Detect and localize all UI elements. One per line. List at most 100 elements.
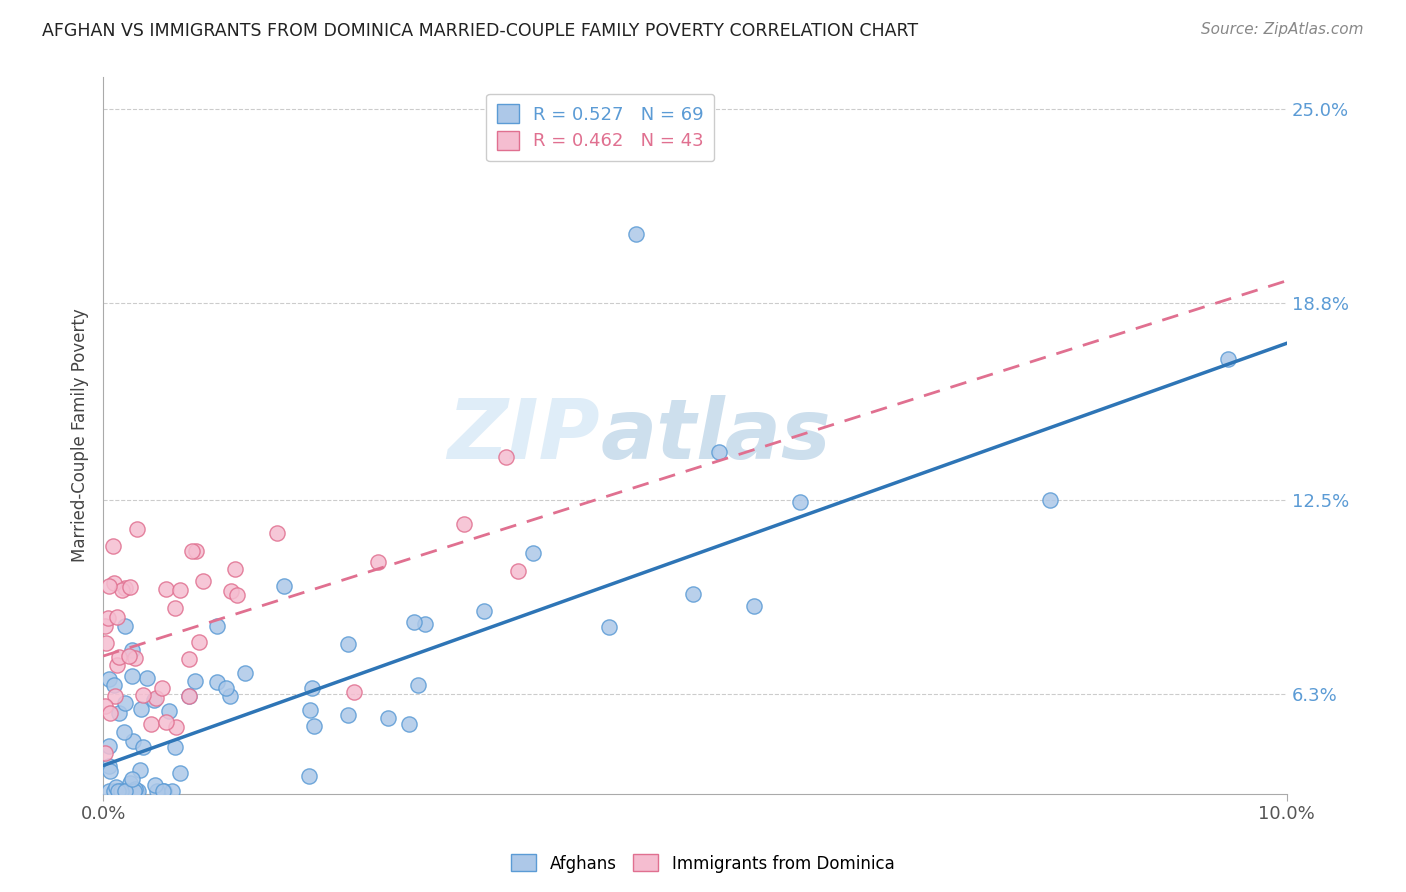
Point (103, 678, 125, 692)
Text: ZIP: ZIP (447, 395, 600, 476)
Point (152, 783, 174, 797)
Point (415, 617, 437, 632)
Point (121, 643, 143, 657)
Point (132, 688, 155, 702)
Text: atlas: atlas (600, 395, 831, 476)
Point (104, 780, 127, 794)
Point (112, 725, 135, 739)
Point (367, 555, 389, 569)
Point (98, 579, 121, 593)
Point (226, 588, 249, 602)
Point (377, 710, 399, 724)
Point (298, 703, 321, 717)
Point (105, 609, 128, 624)
Point (103, 575, 125, 590)
Point (142, 692, 165, 706)
Point (522, 546, 544, 560)
Point (163, 600, 186, 615)
Point (125, 522, 148, 536)
Point (125, 783, 148, 797)
Point (124, 782, 146, 797)
Point (181, 544, 204, 558)
Point (453, 517, 475, 532)
Point (337, 637, 360, 651)
Point (219, 584, 242, 599)
Point (179, 689, 201, 703)
Y-axis label: Married-Couple Family Poverty: Married-Couple Family Poverty (72, 309, 89, 563)
Point (94, 699, 117, 714)
Point (146, 783, 169, 797)
Point (129, 702, 152, 716)
Point (135, 671, 157, 685)
Point (114, 619, 136, 633)
Point (103, 783, 125, 797)
Point (139, 717, 162, 731)
Point (145, 690, 167, 705)
Point (107, 657, 129, 672)
Point (94, 636, 117, 650)
Point (107, 783, 129, 797)
Legend: R = 0.527   N = 69, R = 0.462   N = 43: R = 0.527 N = 69, R = 0.462 N = 43 (486, 94, 714, 161)
Point (184, 544, 207, 558)
Point (1039, 492, 1062, 507)
Point (132, 739, 155, 754)
Point (120, 580, 142, 594)
Point (124, 651, 146, 665)
Point (110, 783, 132, 797)
Point (266, 525, 288, 540)
Point (177, 652, 200, 666)
Point (169, 766, 191, 780)
Point (118, 648, 141, 663)
Point (98, 672, 121, 686)
Point (404, 615, 426, 629)
Point (224, 561, 246, 575)
Text: Source: ZipAtlas.com: Source: ZipAtlas.com (1201, 22, 1364, 37)
Point (94, 746, 117, 760)
Point (169, 582, 191, 597)
Point (193, 574, 215, 588)
Point (98, 739, 121, 753)
Point (157, 704, 180, 718)
Text: AFGHAN VS IMMIGRANTS FROM DOMINICA MARRIED-COUPLE FAMILY POVERTY CORRELATION CHA: AFGHAN VS IMMIGRANTS FROM DOMINICA MARRI… (42, 22, 918, 40)
Point (742, 599, 765, 614)
Point (122, 783, 145, 797)
Point (1216, 351, 1239, 366)
Point (188, 634, 211, 648)
Point (114, 696, 136, 710)
Point (98, 783, 121, 797)
Point (218, 689, 240, 703)
Point (108, 706, 131, 721)
Point (624, 227, 647, 241)
Point (104, 689, 127, 703)
Point (177, 689, 200, 703)
Point (155, 714, 177, 729)
Point (336, 707, 359, 722)
Point (97, 611, 120, 625)
Point (709, 445, 731, 459)
Point (125, 783, 148, 797)
Point (98, 759, 121, 773)
Point (301, 681, 323, 696)
Point (598, 620, 620, 634)
Point (94, 618, 117, 632)
Legend: Afghans, Immigrants from Dominica: Afghans, Immigrants from Dominica (505, 847, 901, 880)
Point (98, 706, 121, 720)
Point (114, 783, 136, 797)
Point (108, 649, 131, 664)
Point (682, 587, 704, 601)
Point (98, 764, 121, 779)
Point (120, 776, 142, 790)
Point (789, 495, 811, 509)
Point (155, 582, 177, 596)
Point (215, 681, 238, 696)
Point (150, 681, 173, 695)
Point (406, 678, 429, 692)
Point (233, 666, 256, 681)
Point (121, 669, 143, 683)
Point (122, 734, 145, 748)
Point (398, 716, 420, 731)
Point (163, 739, 186, 754)
Point (114, 581, 136, 595)
Point (302, 719, 325, 733)
Point (506, 565, 529, 579)
